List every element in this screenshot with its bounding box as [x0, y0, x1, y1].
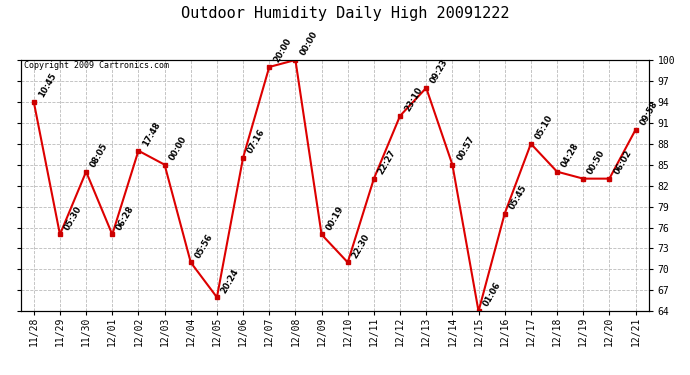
Text: 09:23: 09:23 — [429, 58, 450, 85]
Text: 20:00: 20:00 — [272, 37, 293, 64]
Text: 05:30: 05:30 — [63, 204, 83, 232]
Text: 23:10: 23:10 — [403, 86, 424, 113]
Text: 10:45: 10:45 — [37, 71, 58, 99]
Text: 05:10: 05:10 — [533, 113, 555, 141]
Text: 06:28: 06:28 — [115, 204, 136, 232]
Text: 17:48: 17:48 — [141, 120, 162, 148]
Text: 07:16: 07:16 — [246, 128, 267, 155]
Text: Copyright 2009 Cartronics.com: Copyright 2009 Cartronics.com — [24, 61, 169, 70]
Text: 00:00: 00:00 — [168, 135, 188, 162]
Text: Outdoor Humidity Daily High 20091222: Outdoor Humidity Daily High 20091222 — [181, 6, 509, 21]
Text: 06:02: 06:02 — [612, 148, 633, 176]
Text: 04:28: 04:28 — [560, 141, 581, 169]
Text: 00:19: 00:19 — [324, 204, 346, 232]
Text: 09:58: 09:58 — [638, 100, 660, 127]
Text: 01:06: 01:06 — [482, 281, 502, 309]
Text: 08:05: 08:05 — [89, 141, 110, 169]
Text: 20:24: 20:24 — [219, 267, 241, 294]
Text: 00:57: 00:57 — [455, 135, 476, 162]
Text: 22:30: 22:30 — [351, 232, 372, 260]
Text: 05:45: 05:45 — [507, 183, 529, 211]
Text: 05:56: 05:56 — [193, 232, 215, 260]
Text: 22:27: 22:27 — [377, 148, 398, 176]
Text: 00:50: 00:50 — [586, 148, 607, 176]
Text: 00:00: 00:00 — [298, 30, 319, 57]
